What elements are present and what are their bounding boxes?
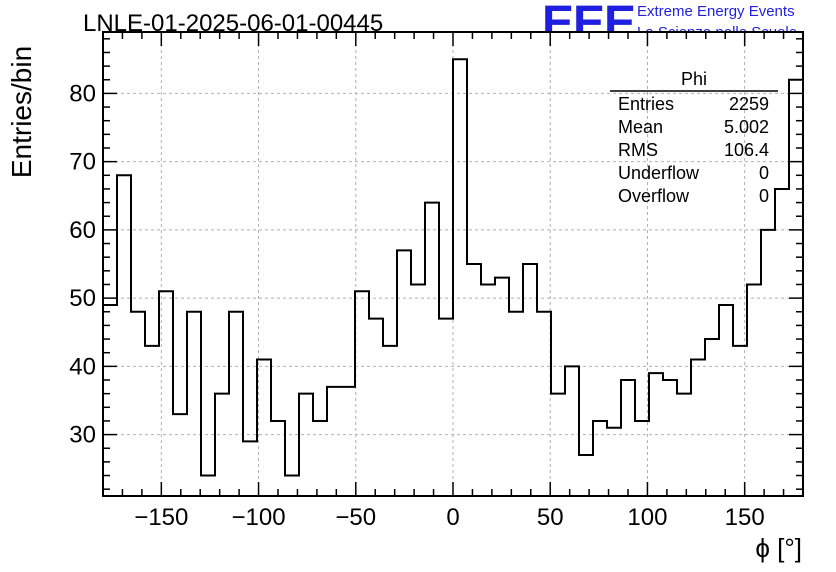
- x-tick-label: −150: [134, 504, 188, 531]
- histogram-bin: [103, 305, 117, 496]
- x-tick-label: 100: [627, 504, 667, 531]
- histogram-bin: [271, 421, 285, 496]
- histogram-bin: [383, 346, 397, 496]
- histogram-bin: [509, 312, 523, 496]
- histogram-bin: [677, 394, 691, 496]
- histogram-bin: [313, 421, 327, 496]
- histogram-bin: [243, 441, 257, 496]
- histogram-bin: [257, 360, 271, 496]
- histogram-bin: [397, 250, 411, 496]
- stats-value: 0: [759, 186, 769, 206]
- stats-box: Phi Entries 2259 Mean 5.002 RMS 106.4 Underflow…: [610, 69, 778, 206]
- histogram-bin: [719, 305, 733, 496]
- y-tick-label: 60: [69, 217, 96, 244]
- histogram-bin: [523, 264, 537, 496]
- histogram-bin: [145, 346, 159, 496]
- histogram-bin: [229, 312, 243, 496]
- histogram-bin: [341, 387, 355, 496]
- x-axis-label: ϕ [°]: [755, 533, 802, 563]
- histogram-bin: [187, 312, 201, 496]
- histogram-bin: [481, 284, 495, 496]
- stats-value: 106.4: [724, 140, 769, 160]
- histogram-bin: [649, 373, 663, 496]
- histogram-bin: [579, 455, 593, 496]
- x-tick-label: 50: [537, 504, 564, 531]
- y-tick-label: 30: [69, 422, 96, 449]
- stats-value: 5.002: [724, 117, 769, 137]
- stats-value: 2259: [729, 94, 769, 114]
- x-tick-label: −50: [335, 504, 376, 531]
- histogram-bin: [621, 380, 635, 496]
- histogram-bin: [327, 387, 341, 496]
- histogram-bin: [733, 346, 747, 496]
- histogram-bin: [691, 360, 705, 496]
- histogram-bin: [551, 394, 565, 496]
- logo-line-1: Extreme Energy Events: [637, 3, 795, 20]
- stats-label: Underflow: [618, 163, 700, 183]
- y-tick-label: 70: [69, 149, 96, 176]
- histogram-bin: [537, 312, 551, 496]
- y-tick-label: 50: [69, 285, 96, 312]
- x-tick-label: 0: [446, 504, 459, 531]
- histogram-bin: [663, 380, 677, 496]
- histogram-bin: [467, 264, 481, 496]
- histogram-bin: [425, 203, 439, 496]
- histogram-bin: [369, 319, 383, 496]
- histogram-bin: [593, 421, 607, 496]
- histogram-bin: [201, 476, 215, 496]
- histogram-bin: [789, 80, 803, 496]
- histogram-bin: [173, 414, 187, 496]
- histogram-outline: [103, 58, 803, 477]
- histogram-bin: [565, 366, 579, 496]
- x-tick-label: −100: [232, 504, 286, 531]
- histogram-bin: [761, 230, 775, 496]
- histogram-bin: [131, 312, 145, 496]
- histogram-bin: [775, 189, 789, 496]
- histogram-bin: [747, 284, 761, 496]
- stats-label: RMS: [618, 140, 658, 160]
- histogram-bin: [159, 291, 173, 496]
- histogram-bin: [607, 428, 621, 496]
- y-tick-label: 80: [69, 80, 96, 107]
- histogram-bin: [117, 175, 131, 496]
- stats-value: 0: [759, 163, 769, 183]
- histogram-bin: [705, 339, 719, 496]
- stats-label: Mean: [618, 117, 663, 137]
- histogram-bin: [355, 291, 369, 496]
- histogram-bin: [299, 394, 313, 496]
- histogram-bin: [215, 394, 229, 496]
- histogram-bin: [453, 59, 467, 496]
- y-tick-label: 40: [69, 353, 96, 380]
- stats-label: Overflow: [618, 186, 690, 206]
- stats-box-title: Phi: [681, 69, 707, 89]
- stats-label: Entries: [618, 94, 674, 114]
- x-tick-label: 150: [725, 504, 765, 531]
- histogram-bin: [411, 284, 425, 496]
- histogram-bin: [495, 278, 509, 496]
- histogram-bin: [439, 319, 453, 496]
